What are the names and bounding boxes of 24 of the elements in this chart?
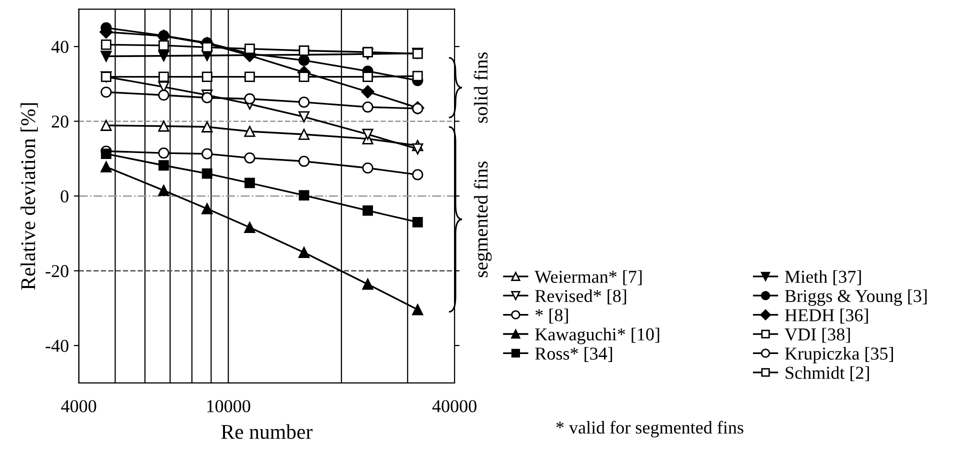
x-tick-label: 4000 (61, 400, 96, 412)
legend-label: * [8] (536, 308, 568, 324)
text: segmented fins (474, 162, 492, 278)
y-tick-label: 20 (52, 116, 68, 128)
legend-label: Revised* [8] (535, 289, 626, 304)
legend-label: HEDH [36] (785, 308, 868, 324)
y-tick-label: -40 (46, 340, 68, 352)
legend-label: Mieth [37] (785, 270, 861, 286)
legend-label: Briggs & Young [3] (785, 289, 927, 306)
y-tick-label: 40 (51, 40, 68, 53)
legend-label: VDI [38] (784, 328, 850, 343)
x-tick-label: 40000 (432, 400, 476, 412)
y-axis-title: Relative deviation [%] (20, 103, 38, 290)
legend-label: Ross* [34] (535, 347, 612, 362)
y-tick-label: 0 (60, 190, 68, 202)
text: * valid for segmented fins (556, 420, 744, 438)
legend-label: Weierman* [7] (534, 270, 642, 286)
x-tick-label: 10000 (207, 400, 250, 412)
y-tick-label: -20 (46, 265, 68, 278)
text: solid fins (474, 52, 488, 123)
legend-label: Kawaguchi* [10] (535, 328, 660, 344)
x-axis-title: Re number (221, 424, 312, 439)
legend-label: Schmidt [2] (786, 366, 869, 382)
legend-label: Krupiczka [35] (785, 347, 893, 364)
